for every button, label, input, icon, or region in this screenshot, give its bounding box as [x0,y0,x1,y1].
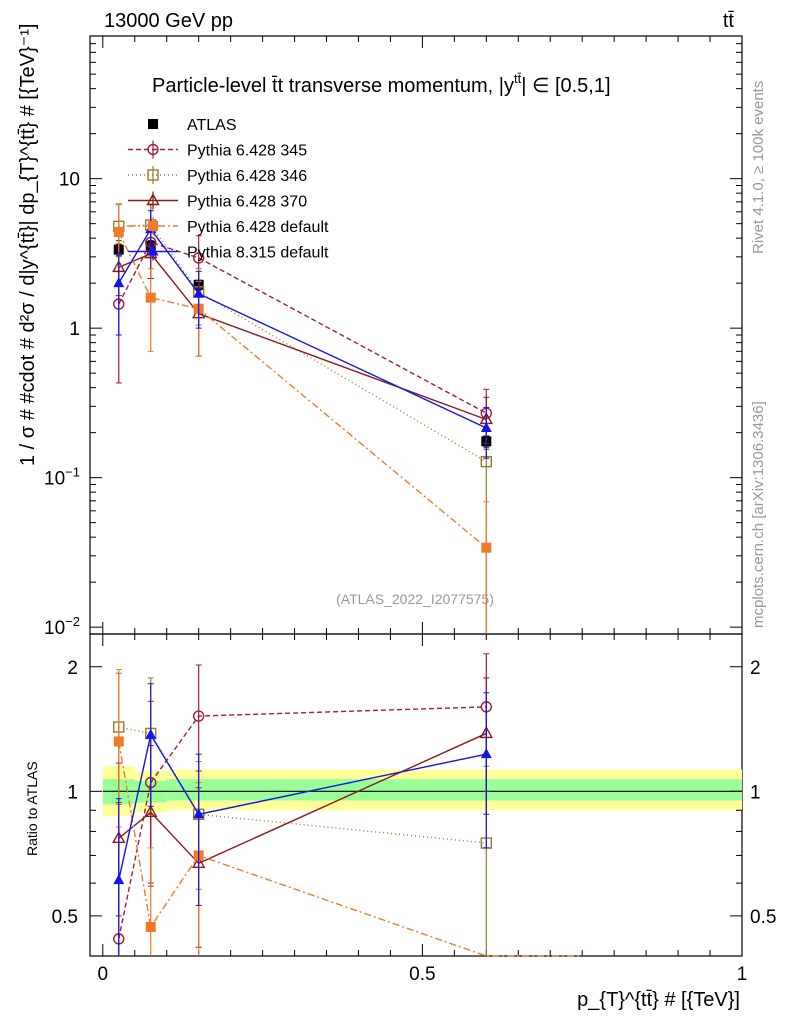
data-point [192,252,205,264]
ratio-y-tick-label-right: 2 [750,658,761,679]
ratio-axis-ticks: 2 2 1 1 0.5 0.5 0 0.5 1 [52,634,776,985]
data-point [113,736,124,747]
ratio-series-layer [112,653,583,957]
series-line [118,241,487,414]
data-point [193,808,205,819]
legend-label: Pythia 6.428 346 [187,168,307,185]
series-atlas [113,240,492,448]
x-tick-label: 0.5 [409,964,435,985]
data-point [144,804,158,817]
main-y-axis-label: 1 / σ # #cdot # d²σ / d|y^{tt̄}| dp_{T}^… [17,24,39,466]
data-point [480,421,492,432]
series-line [118,732,487,881]
legend-marker [147,169,159,181]
analysis-id: (ATLAS_2022_I2077575) [336,591,494,607]
series-line [118,706,487,940]
ratio-uncertainty-band [102,766,743,817]
legend-marker [147,245,159,256]
series-pythia-6-428-346 [113,672,493,956]
data-point [113,277,125,288]
legend-marker [148,119,158,129]
process-label: tt̄ [723,10,735,32]
ratio-y-tick-label-right: 1 [750,782,761,803]
series-pythia-6-428-default [113,668,583,957]
data-point [113,226,124,237]
legend-label: Pythia 6.428 370 [187,194,307,211]
data-point [192,710,205,722]
legend-marker [148,221,158,231]
series-pythia-8-315-default [113,210,492,459]
series-pythia-6-428-370 [112,677,493,948]
mcplots-label: mcplots.cern.ch [arXiv:1306.3436] [750,401,767,628]
plot-title: Particle-level t̄t transverse momentum, … [152,71,611,97]
data-point [113,874,125,885]
legend-label: Pythia 6.428 345 [187,143,307,160]
ratio-y-tick-label: 0.5 [52,907,78,928]
legend: ATLAS Pythia 6.428 345 Pythia 6.428 346 Pyt… [128,117,329,262]
series-pythia-6-428-default [113,203,492,634]
ratio-y-tick-label-right: 0.5 [750,907,776,928]
data-point [193,287,205,298]
series-line [118,252,487,421]
y-tick-label: 10 [59,170,80,191]
series-pythia-6-428-345 [113,203,493,444]
ratio-y-tick-label: 1 [67,782,78,803]
ratio-y-axis-label: Ratio to ATLAS [24,761,40,856]
x-tick-label: 0 [97,964,108,985]
y-tick-label: 10−2 [44,614,80,639]
y-tick-label: 1 [69,319,80,340]
legend-marker [146,193,160,206]
energy-label: 13000 GeV pp [104,10,233,32]
series-pythia-6-428-346 [113,204,493,634]
data-point [145,922,156,933]
data-point [145,728,157,739]
series-line [118,732,487,865]
x-axis-label: p_{T}^{tt̄} # [{TeV}] [577,989,740,1011]
legend-label: Pythia 6.428 default [187,219,329,236]
legend-label: ATLAS [187,117,237,134]
series-line [118,227,487,429]
rivet-label: Rivet 4.1.0, ≥ 100k events [750,81,767,254]
series-line [118,231,487,549]
series-pythia-8-315-default [113,683,492,956]
legend-label: Pythia 8.315 default [187,245,329,262]
data-point [481,542,492,553]
data-point [145,292,156,303]
legend-marker [147,143,159,156]
data-point [480,748,492,759]
main-series-layer [112,203,493,634]
series-pythia-6-428-370 [112,229,493,450]
main-axis-ticks: 10 1 10−1 10−2 [44,35,743,639]
y-tick-label: 10−1 [44,465,80,490]
series-line [118,726,487,844]
ratio-y-tick-label: 2 [67,658,78,679]
x-tick-label: 1 [737,964,748,985]
